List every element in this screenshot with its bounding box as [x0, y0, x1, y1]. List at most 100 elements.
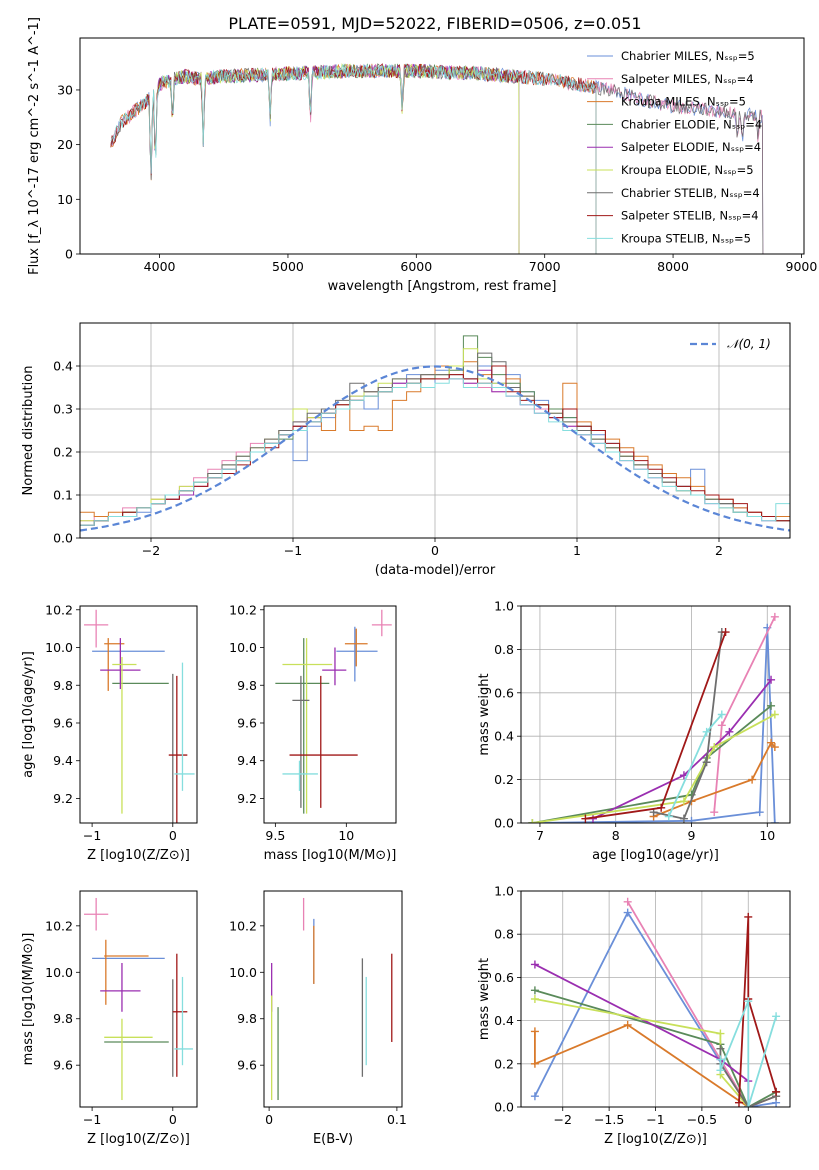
y-tick-label: 0.4 — [494, 1013, 514, 1028]
panel-spectrum: Chabrier MILES, Nₛₛₚ=5 Salpeter MILES, Nₛ… — [27, 17, 817, 294]
plot-area-age_vs_Z — [84, 609, 195, 823]
data-point — [716, 1044, 725, 1053]
x-tick-label: −0.5 — [687, 1112, 717, 1127]
plot-area-mass_vs_Z — [84, 897, 193, 1101]
axes-frame — [79, 37, 805, 255]
data-point — [530, 960, 539, 969]
data-point — [623, 1020, 632, 1029]
data-point — [770, 612, 779, 621]
y-axis-label: mass weight — [477, 673, 492, 755]
data-point — [664, 812, 673, 821]
x-tick-label: −1 — [646, 1112, 664, 1127]
y-tick-label: 0.6 — [494, 970, 514, 985]
y-tick-label: 10.0 — [229, 965, 257, 980]
x-tick-label: 10 — [338, 828, 354, 843]
series-line — [110, 63, 764, 254]
y-tick-label: 9.2 — [53, 791, 73, 806]
data-point — [710, 743, 719, 752]
x-axis-label: Z [log10(Z/Z⊙)] — [604, 1132, 707, 1147]
legend-label: 𝒩(0, 1) — [727, 337, 771, 351]
data-point — [717, 710, 726, 719]
y-axis-label: mass [log10(M/M⊙)] — [21, 933, 36, 1066]
normal-curve — [80, 365, 790, 532]
x-axis-label: (data-model)/error — [375, 563, 496, 578]
series-line — [534, 989, 777, 1107]
series-line — [532, 627, 776, 823]
data-point — [530, 1092, 539, 1101]
y-tick-label: 10.0 — [45, 640, 73, 655]
y-tick-label: 0.0 — [494, 816, 514, 831]
data-point — [755, 808, 764, 817]
y-tick-label: 10.2 — [45, 918, 73, 933]
data-point — [710, 808, 719, 817]
data-point — [744, 997, 753, 1006]
x-tick-label: 5000 — [272, 259, 304, 274]
panel-mass_vs_EBV: 0 0.1 9.6 9.8 10.0 10.2 E(B-V) — [229, 890, 407, 1147]
y-tick-label: 0.2 — [53, 445, 73, 460]
data-point — [679, 814, 688, 823]
plot-area-massweight_vs_Z — [530, 897, 781, 1107]
y-tick-label: 9.8 — [237, 678, 257, 693]
panel-age_vs_mass: 9.5 10 9.2 9.4 9.6 9.8 10.0 10.2 mass [log10(M/M… — [229, 602, 397, 863]
legend-label: Kroupa MILES, Nₛₛₚ=5 — [621, 95, 746, 109]
data-point — [657, 803, 666, 812]
series-line — [110, 63, 597, 254]
data-point — [530, 995, 539, 1003]
x-tick-label: 4000 — [144, 259, 176, 274]
y-tick-label: 10.2 — [229, 602, 257, 617]
series-line — [146, 63, 520, 254]
y-tick-label: 9.4 — [53, 753, 73, 768]
y-tick-label: 0.4 — [53, 359, 73, 374]
x-tick-label: 0 — [744, 1112, 752, 1127]
x-tick-label: −1 — [83, 1112, 101, 1127]
y-tick-label: 1.0 — [494, 884, 514, 899]
y-tick-label: 10.0 — [45, 965, 73, 980]
histogram-7 — [80, 365, 790, 526]
series-line — [110, 63, 764, 254]
data-point — [767, 701, 776, 710]
y-tick-label: 9.8 — [53, 1011, 73, 1026]
legend-label: Chabrier STELIB, Nₛₛₚ=4 — [621, 186, 760, 200]
data-point — [770, 743, 779, 752]
histogram-8 — [80, 378, 790, 526]
legend-label: Kroupa STELIB, Nₛₛₚ=5 — [621, 231, 751, 245]
x-tick-label: 0 — [431, 543, 439, 558]
plot-area-spectrum — [110, 62, 764, 254]
data-point — [581, 814, 590, 823]
x-axis-label: E(B-V) — [313, 1132, 353, 1147]
data-point — [702, 758, 711, 767]
data-point — [772, 1087, 781, 1096]
y-tick-label: 9.2 — [237, 791, 257, 806]
y-tick-label: 9.6 — [237, 715, 257, 730]
x-axis-label: Z [log10(Z/Z⊙)] — [87, 1132, 190, 1147]
data-point — [744, 912, 753, 921]
plot-area-mass_vs_EBV — [271, 897, 393, 1101]
axes-frame — [263, 605, 397, 824]
x-axis-label: wavelength [Angstrom, rest frame] — [328, 279, 557, 294]
panel-massweight_vs_Z: −2 −1.5 −1 −0.5 0 0.0 0.2 0.4 0.6 0.8 1.0 Z [log10(… — [477, 884, 791, 1147]
x-axis-label: age [log10(age/yr)] — [592, 848, 719, 863]
data-point — [679, 797, 688, 806]
y-axis-label: Flux [f_λ 10^-17 erg cm^-2 s^-1 A^-1] — [27, 17, 42, 275]
data-point — [767, 675, 776, 684]
x-tick-label: 6000 — [400, 259, 432, 274]
y-axis-label: mass weight — [477, 958, 492, 1040]
legend-label: Kroupa ELODIE, Nₛₛₚ=5 — [621, 163, 754, 177]
data-point — [623, 908, 632, 917]
y-tick-label: 10.0 — [229, 640, 257, 655]
y-tick-label: 9.8 — [237, 1011, 257, 1026]
x-tick-label: 7 — [536, 828, 544, 843]
legend-label: Salpeter MILES, Nₛₛₚ=4 — [621, 72, 754, 86]
data-point — [767, 738, 776, 747]
data-point — [770, 819, 779, 823]
y-tick-label: 10.2 — [45, 602, 73, 617]
legend-label: Salpeter ELODIE, Nₛₛₚ=4 — [621, 140, 761, 154]
x-tick-label: 0.1 — [387, 1112, 407, 1127]
axes-frame — [520, 605, 791, 824]
series-line — [146, 62, 520, 254]
panel-mass_vs_Z: −1 0 9.6 9.8 10.0 10.2 Z [log10(Z/Z⊙)] mass [lo… — [21, 890, 198, 1147]
y-tick-label: 9.6 — [53, 715, 73, 730]
y-tick-label: 30 — [57, 82, 73, 97]
legend: 𝒩(0, 1) — [690, 337, 771, 351]
x-axis-label: Z [log10(Z/Z⊙)] — [87, 848, 190, 863]
